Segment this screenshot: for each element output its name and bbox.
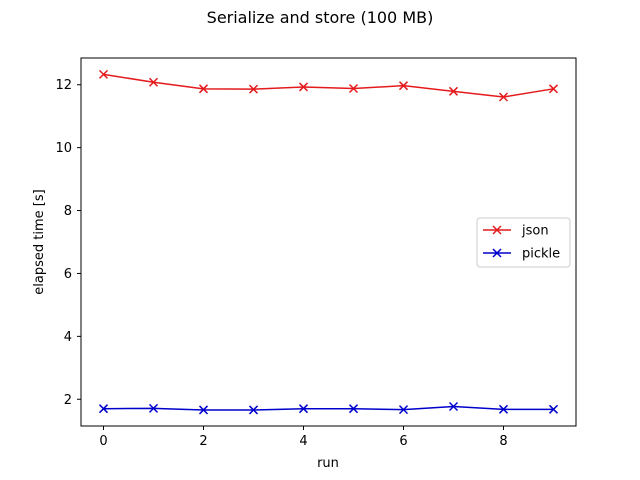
data-point-json-stroke-b: [498, 92, 509, 102]
data-point-pickle-stroke-b: [498, 404, 509, 414]
data-point-pickle: [198, 405, 209, 415]
data-point-pickle: [248, 405, 259, 415]
x-axis-label: run: [317, 456, 339, 471]
data-point-json-stroke-b: [398, 81, 409, 91]
y-axis: 2 4 6 8 10 12: [55, 78, 81, 408]
x-tick-label: 2: [199, 434, 207, 449]
data-point-pickle-stroke-b: [198, 405, 209, 415]
data-point-json: [448, 86, 459, 96]
legend-label-json: json: [521, 224, 549, 239]
y-tick-label: 4: [64, 330, 72, 345]
data-point-json: [548, 84, 559, 94]
series-line-pickle: [103, 405, 554, 411]
data-point-json: [398, 81, 409, 91]
data-point-json-stroke-b: [148, 77, 159, 87]
data-point-json: [248, 84, 259, 94]
legend-marker-pickle-stroke-b: [492, 248, 502, 258]
chart-title: Serialize and store (100 MB): [207, 8, 434, 27]
data-point-pickle-stroke-b: [148, 403, 159, 413]
data-point-json: [348, 83, 359, 94]
data-point-pickle: [498, 404, 509, 414]
data-point-json: [98, 69, 109, 79]
x-axis: 0 2 4 6 8: [99, 426, 508, 449]
data-point-json: [498, 92, 509, 102]
data-point-json-stroke-b: [198, 84, 209, 94]
data-point-pickle: [148, 403, 159, 413]
x-tick-label: 0: [99, 434, 107, 449]
data-point-pickle-stroke-b: [298, 404, 309, 414]
data-point-pickle-stroke-b: [448, 401, 459, 412]
data-point-pickle-stroke-b: [248, 405, 259, 415]
series-layer: [98, 69, 559, 415]
x-tick-label: 4: [299, 434, 307, 449]
x-tick-label: 6: [399, 434, 407, 449]
legend-marker-json-stroke-b: [492, 225, 502, 235]
y-tick-label: 2: [64, 393, 72, 408]
data-point-json: [198, 84, 209, 94]
x-tick-label: 8: [499, 434, 507, 449]
y-tick-label: 8: [64, 204, 72, 219]
data-point-json: [298, 82, 309, 92]
data-point-pickle: [398, 405, 409, 415]
data-point-json-stroke-b: [548, 84, 559, 94]
data-point-json-stroke-b: [248, 84, 259, 94]
legend-marker-pickle: [492, 248, 502, 258]
data-point-pickle: [548, 404, 559, 414]
data-point-pickle: [348, 404, 359, 414]
data-point-json-stroke-b: [448, 86, 459, 96]
legend-marker-json: [492, 225, 502, 235]
data-point-json: [148, 77, 159, 87]
data-point-pickle-stroke-b: [348, 404, 359, 414]
data-point-pickle-stroke-b: [398, 405, 409, 415]
data-point-json-stroke-b: [348, 83, 359, 94]
data-point-pickle-stroke-b: [98, 404, 109, 414]
data-point-pickle: [98, 404, 109, 414]
data-point-pickle: [298, 404, 309, 414]
y-tick-label: 10: [55, 141, 72, 156]
series-line-json: [103, 73, 554, 98]
y-tick-label: 12: [55, 78, 72, 93]
data-point-pickle-stroke-b: [548, 404, 559, 414]
plot-area-frame: [80, 57, 577, 427]
legend: json pickle: [476, 217, 571, 268]
data-point-json-stroke-b: [98, 69, 109, 79]
data-point-json-stroke-b: [298, 82, 309, 92]
y-axis-label: elapsed time [s]: [32, 189, 47, 294]
y-tick-label: 6: [64, 267, 72, 282]
legend-label-pickle: pickle: [522, 247, 560, 262]
data-point-pickle: [448, 401, 459, 412]
